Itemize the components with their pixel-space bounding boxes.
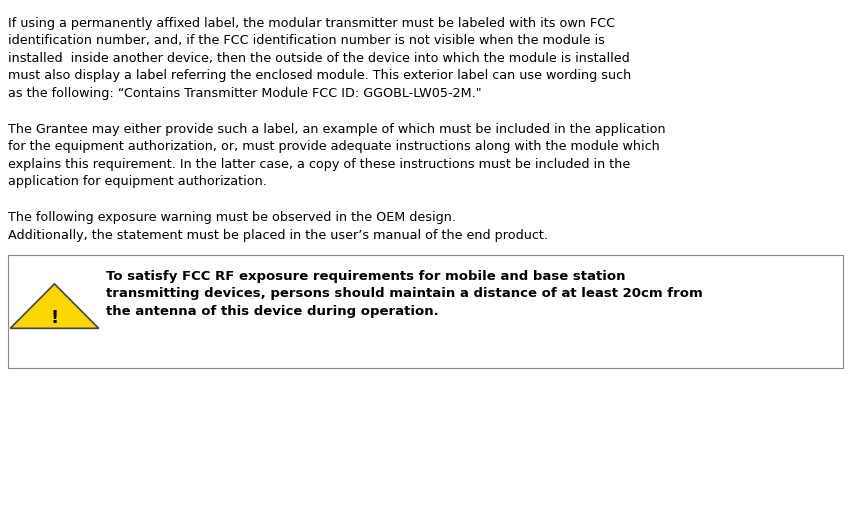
Text: Additionally, the statement must be placed in the user’s manual of the end produ: Additionally, the statement must be plac… <box>8 229 548 242</box>
Text: application for equipment authorization.: application for equipment authorization. <box>8 175 266 188</box>
Text: the antenna of this device during operation.: the antenna of this device during operat… <box>106 305 438 318</box>
Text: If using a permanently affixed label, the modular transmitter must be labeled wi: If using a permanently affixed label, th… <box>8 17 614 30</box>
FancyBboxPatch shape <box>8 255 843 368</box>
Text: installed  inside another device, then the outside of the device into which the : installed inside another device, then th… <box>8 52 630 65</box>
Text: identification number, and, if the FCC identification number is not visible when: identification number, and, if the FCC i… <box>8 35 604 47</box>
Text: The Grantee may either provide such a label, an example of which must be include: The Grantee may either provide such a la… <box>8 122 665 135</box>
Text: as the following: “Contains Transmitter Module FCC ID: GGOBL-LW05-2M.": as the following: “Contains Transmitter … <box>8 87 482 100</box>
Polygon shape <box>10 284 99 328</box>
Text: must also display a label referring the enclosed module. This exterior label can: must also display a label referring the … <box>8 69 631 82</box>
Text: transmitting devices, persons should maintain a distance of at least 20cm from: transmitting devices, persons should mai… <box>106 287 702 300</box>
Text: explains this requirement. In the latter case, a copy of these instructions must: explains this requirement. In the latter… <box>8 158 630 170</box>
Text: To satisfy FCC RF exposure requirements for mobile and base station: To satisfy FCC RF exposure requirements … <box>106 270 625 283</box>
Text: !: ! <box>50 309 59 327</box>
Text: for the equipment authorization, or, must provide adequate instructions along wi: for the equipment authorization, or, mus… <box>8 140 660 153</box>
Text: The following exposure warning must be observed in the OEM design.: The following exposure warning must be o… <box>8 211 455 224</box>
